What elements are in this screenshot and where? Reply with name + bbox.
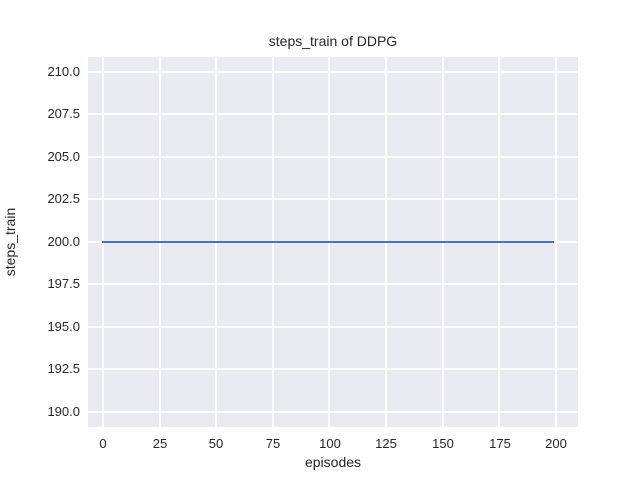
- x-tick-label: 125: [375, 436, 397, 451]
- y-axis-label: steps_train: [2, 207, 18, 277]
- series-line-steps-train: [102, 241, 554, 243]
- gridline-horizontal: [88, 283, 578, 285]
- x-tick-label: 150: [432, 436, 454, 451]
- x-axis-label: episodes: [304, 454, 362, 470]
- gridline-horizontal: [88, 411, 578, 413]
- x-tick-label: 175: [489, 436, 511, 451]
- x-tick-label: 25: [152, 436, 168, 451]
- chart-title: steps_train of DDPG: [268, 33, 398, 49]
- y-tick-label: 205.0: [47, 149, 80, 164]
- x-tick-label: 75: [265, 436, 281, 451]
- gridline-horizontal: [88, 326, 578, 328]
- x-tick-label: 50: [208, 436, 224, 451]
- y-tick-label: 197.5: [47, 276, 80, 291]
- y-tick-label: 190.0: [47, 404, 80, 419]
- y-tick-label: 210.0: [47, 64, 80, 79]
- gridline-horizontal: [88, 368, 578, 370]
- x-tick-label: 200: [545, 436, 567, 451]
- y-tick-label: 192.5: [47, 361, 80, 376]
- y-tick-label: 195.0: [47, 319, 80, 334]
- plot-area: [88, 57, 578, 427]
- x-tick-label: 0: [99, 436, 107, 451]
- y-tick-label: 200.0: [47, 234, 80, 249]
- gridline-horizontal: [88, 156, 578, 158]
- x-tick-label: 100: [319, 436, 341, 451]
- gridline-horizontal: [88, 113, 578, 115]
- gridline-horizontal: [88, 198, 578, 200]
- y-tick-label: 207.5: [47, 106, 80, 121]
- gridline-horizontal: [88, 71, 578, 73]
- y-tick-label: 202.5: [47, 191, 80, 206]
